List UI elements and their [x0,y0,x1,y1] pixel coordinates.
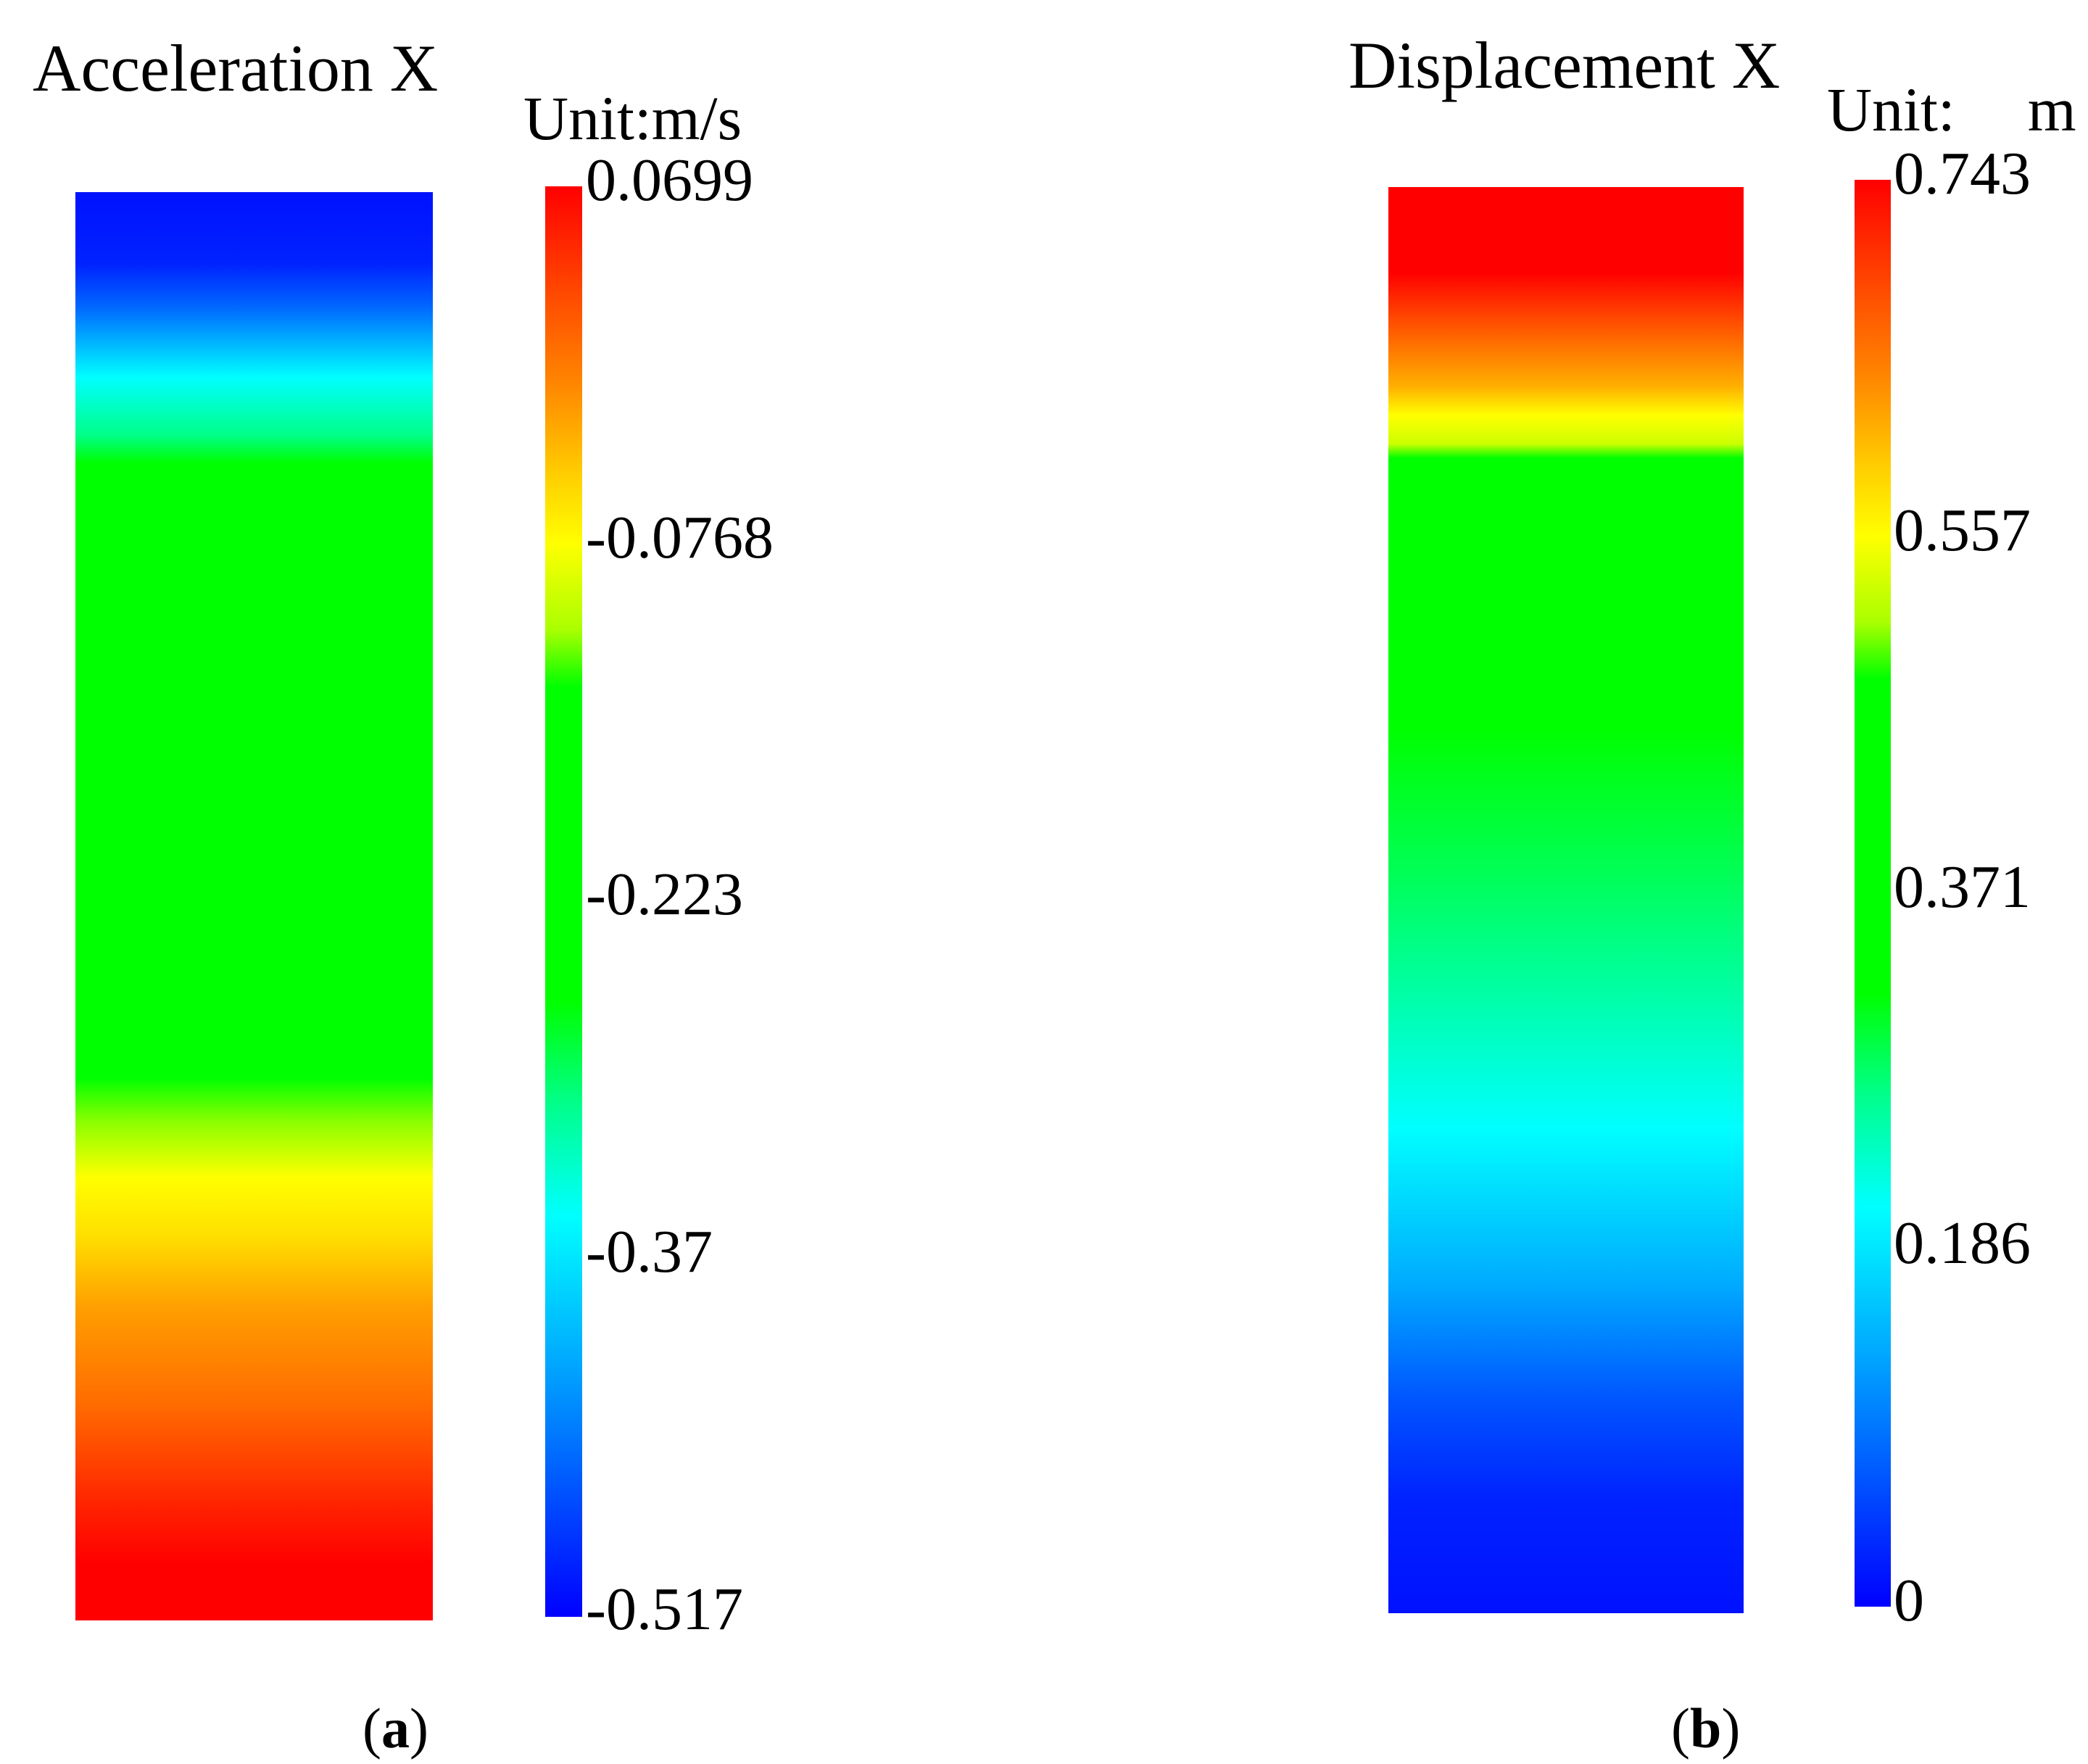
panel-b-tick-max: 0.743 [1894,140,2031,207]
panel-a-contour-field [75,192,433,1620]
panel-b-colorbar [1855,180,1891,1607]
panel-b-caption: (b) [1671,1697,1741,1760]
panel-b-title: Displacement X [1348,28,1781,102]
panel-a-tick-max: 0.0699 [586,146,753,214]
panel-b-tick-4: 0.186 [1894,1209,2031,1277]
panel-a-tick-min: -0.517 [586,1575,743,1643]
panel-a-tick-3: -0.223 [586,861,743,928]
panel-b-tick-3: 0.371 [1894,853,2031,921]
panel-b-tick-min: 0 [1894,1567,1924,1634]
panel-b-unit-label: Unit: m [1827,75,2076,144]
panel-a-tick-2: -0.0768 [586,504,774,571]
panel-a-colorbar [545,186,582,1617]
panel-b-contour-field [1388,187,1744,1613]
panel-a-tick-4: -0.37 [586,1218,713,1285]
panel-a-title: Acceleration X [33,31,439,105]
panel-a-caption: (a) [362,1697,428,1760]
panel-a-unit-label: Unit:m/s [523,83,742,153]
panel-b-tick-2: 0.557 [1894,497,2031,564]
panel-b-unit-symbol: m [2027,75,2076,144]
